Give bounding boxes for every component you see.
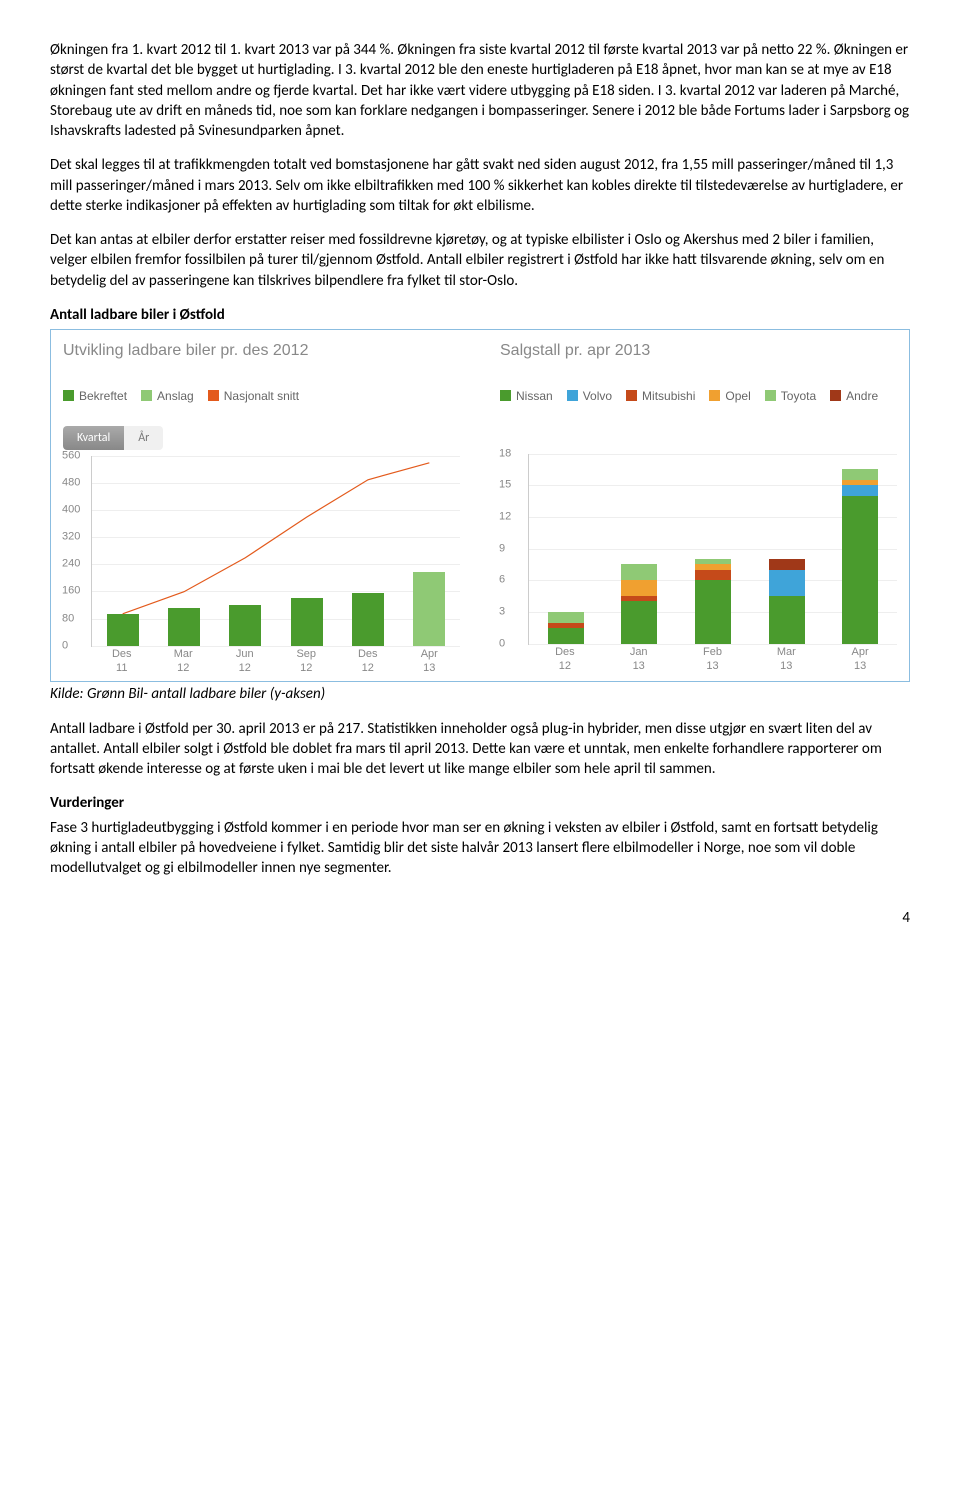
y-tick-label: 3 <box>499 605 505 620</box>
legend-label: Opel <box>725 388 750 404</box>
x-tick-label: Des12 <box>528 645 602 674</box>
legend-swatch <box>500 390 511 401</box>
x-tick-label: Sep12 <box>276 647 338 676</box>
legend-swatch <box>626 390 637 401</box>
y-tick-label: 15 <box>499 478 511 493</box>
legend-item: Mitsubishi <box>626 376 695 416</box>
paragraph-5: Fase 3 hurtigladeutbygging i Østfold kom… <box>50 818 910 879</box>
bar-segment <box>769 596 805 644</box>
legend-label: Mitsubishi <box>642 388 695 404</box>
chart-caption: Kilde: Grønn Bil- antall ladbare biler (… <box>50 684 910 704</box>
chart-container: Utvikling ladbare biler pr. des 2012 Bek… <box>50 329 910 682</box>
bar <box>676 559 750 643</box>
bar-segment <box>621 601 657 643</box>
toggle-aar[interactable]: År <box>124 426 163 450</box>
y-tick-label: 0 <box>62 638 68 653</box>
paragraph-3: Det kan antas at elbiler derfor erstatte… <box>50 230 910 291</box>
bar-segment <box>621 580 657 596</box>
legend-swatch <box>765 390 776 401</box>
y-tick-label: 480 <box>62 476 80 491</box>
chart-toggle[interactable]: Kvartal År <box>63 426 163 450</box>
legend-item: Bekreftet <box>63 376 127 416</box>
bar <box>750 559 824 643</box>
x-tick-label: Mar13 <box>749 645 823 674</box>
x-tick-label: Feb13 <box>676 645 750 674</box>
legend-label: Nissan <box>516 388 553 404</box>
legend-label: Andre <box>846 388 878 404</box>
chart-left-xlabels: Des11Mar12Jun12Sep12Des12Apr13 <box>91 647 460 676</box>
chart-left-title: Utvikling ladbare biler pr. des 2012 <box>63 340 460 362</box>
bar-segment <box>548 628 584 644</box>
paragraph-1: Økningen fra 1. kvart 2012 til 1. kvart … <box>50 40 910 141</box>
section-title-vurderinger: Vurderinger <box>50 793 910 813</box>
legend-label: Nasjonalt snitt <box>224 388 299 404</box>
paragraph-2: Det skal legges til at trafikkmengden to… <box>50 155 910 216</box>
y-tick-label: 12 <box>499 510 511 525</box>
x-tick-label: Jun12 <box>214 647 276 676</box>
legend-label: Anslag <box>157 388 194 404</box>
legend-swatch <box>830 390 841 401</box>
legend-item: Opel <box>709 376 750 416</box>
chart-right-legend: Nissan Volvo Mitsubishi Opel Toyota Andre <box>500 376 897 416</box>
y-tick-label: 0 <box>499 636 505 651</box>
x-tick-label: Mar12 <box>153 647 215 676</box>
y-tick-label: 400 <box>62 503 80 518</box>
y-tick-label: 320 <box>62 530 80 545</box>
x-tick-label: Apr13 <box>399 647 461 676</box>
trend-line <box>92 456 460 646</box>
bar <box>823 469 897 643</box>
paragraph-4: Antall ladbare i Østfold per 30. april 2… <box>50 719 910 780</box>
legend-label: Toyota <box>781 388 816 404</box>
bar-segment <box>695 570 731 581</box>
bar-segment <box>621 564 657 580</box>
bar <box>529 612 603 644</box>
bar-segment <box>769 570 805 596</box>
x-tick-label: Jan13 <box>602 645 676 674</box>
bar-segment <box>695 580 731 643</box>
y-tick-label: 9 <box>499 541 505 556</box>
legend-item: Andre <box>830 376 878 416</box>
chart-right-title: Salgstall pr. apr 2013 <box>500 340 897 362</box>
legend-item: Toyota <box>765 376 816 416</box>
y-tick-label: 160 <box>62 584 80 599</box>
bar-segment <box>769 559 805 570</box>
chart-right: Salgstall pr. apr 2013 Nissan Volvo Mitsub… <box>500 340 897 675</box>
legend-swatch <box>208 390 219 401</box>
bar-segment <box>548 612 584 623</box>
legend-item: Nasjonalt snitt <box>208 376 299 416</box>
legend-swatch <box>567 390 578 401</box>
x-tick-label: Des12 <box>337 647 399 676</box>
y-tick-label: 18 <box>499 446 511 461</box>
y-tick-label: 560 <box>62 448 80 463</box>
y-tick-label: 80 <box>62 611 74 626</box>
page-number: 4 <box>50 908 910 928</box>
legend-swatch <box>709 390 720 401</box>
chart-left-area: 080160240320400480560 <box>91 456 460 647</box>
y-tick-label: 240 <box>62 557 80 572</box>
legend-item: Volvo <box>567 376 612 416</box>
legend-item: Nissan <box>500 376 553 416</box>
legend-swatch <box>141 390 152 401</box>
legend-item: Anslag <box>141 376 194 416</box>
bar-segment <box>842 485 878 496</box>
legend-label: Volvo <box>583 388 612 404</box>
legend-label: Bekreftet <box>79 388 127 404</box>
bar-segment <box>842 469 878 480</box>
toggle-kvartal[interactable]: Kvartal <box>63 426 124 450</box>
bar <box>603 564 677 643</box>
legend-swatch <box>63 390 74 401</box>
chart-right-xlabels: Des12Jan13Feb13Mar13Apr13 <box>528 645 897 674</box>
bar-segment <box>842 496 878 644</box>
y-tick-label: 6 <box>499 573 505 588</box>
chart-left: Utvikling ladbare biler pr. des 2012 Bek… <box>63 340 460 675</box>
chart-right-area: 0369121518 <box>528 454 897 645</box>
x-tick-label: Des11 <box>91 647 153 676</box>
chart-left-legend: Bekreftet Anslag Nasjonalt snitt <box>63 376 460 416</box>
section-title-ladbare: Antall ladbare biler i Østfold <box>50 305 910 325</box>
x-tick-label: Apr13 <box>823 645 897 674</box>
